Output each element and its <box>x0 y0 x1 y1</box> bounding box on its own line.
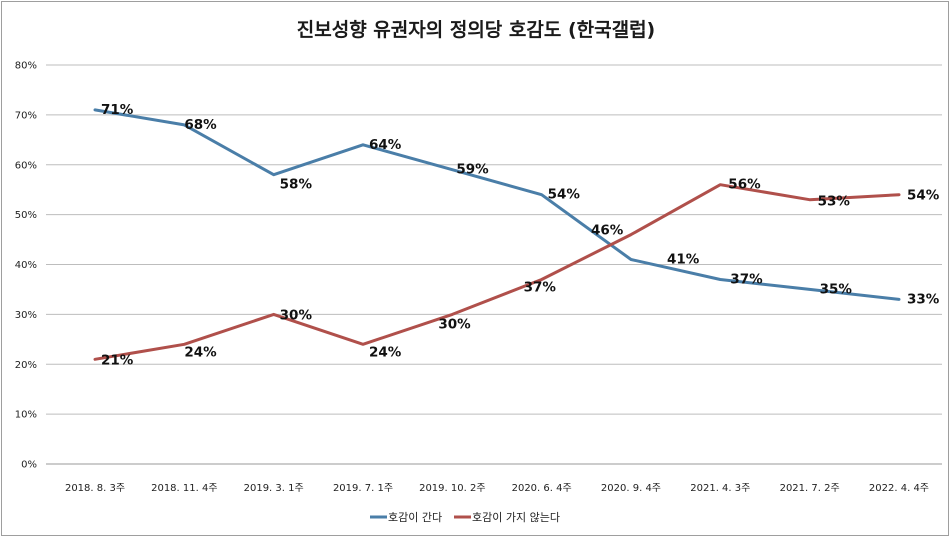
y-tick-label: 60% <box>15 160 37 171</box>
data-label: 54% <box>907 188 940 204</box>
data-label: 53% <box>818 194 851 210</box>
data-label: 64% <box>369 137 402 153</box>
legend-label-favorable: 호감이 간다 <box>388 511 442 524</box>
grid-lines <box>46 64 942 465</box>
y-tick-label: 70% <box>15 110 37 121</box>
data-label: 30% <box>438 316 471 332</box>
data-label: 35% <box>820 281 853 297</box>
x-tick-label: 2018. 11. 4주 <box>151 483 217 494</box>
legend-label-unfavorable: 호감이 가지 않는다 <box>472 511 560 524</box>
data-label: 37% <box>730 271 763 287</box>
y-tick-label: 80% <box>15 61 37 72</box>
y-tick-label: 30% <box>15 310 37 321</box>
y-tick-label: 10% <box>15 410 37 421</box>
data-label: 56% <box>728 177 761 193</box>
data-label: 59% <box>456 162 489 178</box>
series-line-favorable <box>93 108 901 301</box>
x-tick-label: 2022. 4. 4주 <box>869 483 929 494</box>
data-label: 58% <box>280 177 313 193</box>
data-label: 54% <box>548 187 581 203</box>
x-tick-label: 2021. 4. 3주 <box>690 483 750 494</box>
x-tick-label: 2018. 8. 3주 <box>65 483 125 494</box>
legend: 호감이 간다 호감이 가지 않는다 <box>370 511 560 524</box>
data-label: 33% <box>907 291 940 307</box>
x-tick-label: 2019. 7. 1주 <box>333 483 393 494</box>
y-tick-label: 40% <box>15 260 37 271</box>
data-label: 30% <box>280 307 313 323</box>
y-tick-label: 0% <box>21 460 37 471</box>
data-label: 68% <box>184 117 217 133</box>
y-tick-label: 20% <box>15 360 37 371</box>
data-labels: 71% 68% 58% 64% 59% 54% 41% 37% 35% 33% 21% 24% 30% 2… <box>101 102 940 368</box>
data-label: 71% <box>101 102 134 118</box>
x-tick-label: 2019. 3. 1주 <box>244 483 304 494</box>
data-label: 41% <box>667 252 700 268</box>
x-tick-label: 2020. 6. 4주 <box>512 483 572 494</box>
x-tick-label: 2020. 9. 4주 <box>601 483 661 494</box>
data-label: 46% <box>591 223 624 239</box>
y-axis-ticks: 0% 10% 20% 30% 40% 50% 60% 70% 80% <box>15 61 37 471</box>
data-label: 24% <box>369 344 402 360</box>
data-label: 21% <box>101 352 134 368</box>
data-label: 24% <box>184 344 217 360</box>
x-axis-ticks: 2018. 8. 3주 2018. 11. 4주 2019. 3. 1주 2019. … <box>65 483 929 494</box>
x-tick-label: 2019. 10. 2주 <box>419 483 485 494</box>
chart-title: 진보성향 유권자의 정의당 호감도 (한국갤럽) <box>297 19 655 41</box>
y-tick-label: 50% <box>15 210 37 221</box>
series-lines <box>93 108 901 361</box>
series-line-unfavorable <box>93 183 901 361</box>
x-tick-label: 2021. 7. 2주 <box>780 483 840 494</box>
data-label: 37% <box>524 279 557 295</box>
